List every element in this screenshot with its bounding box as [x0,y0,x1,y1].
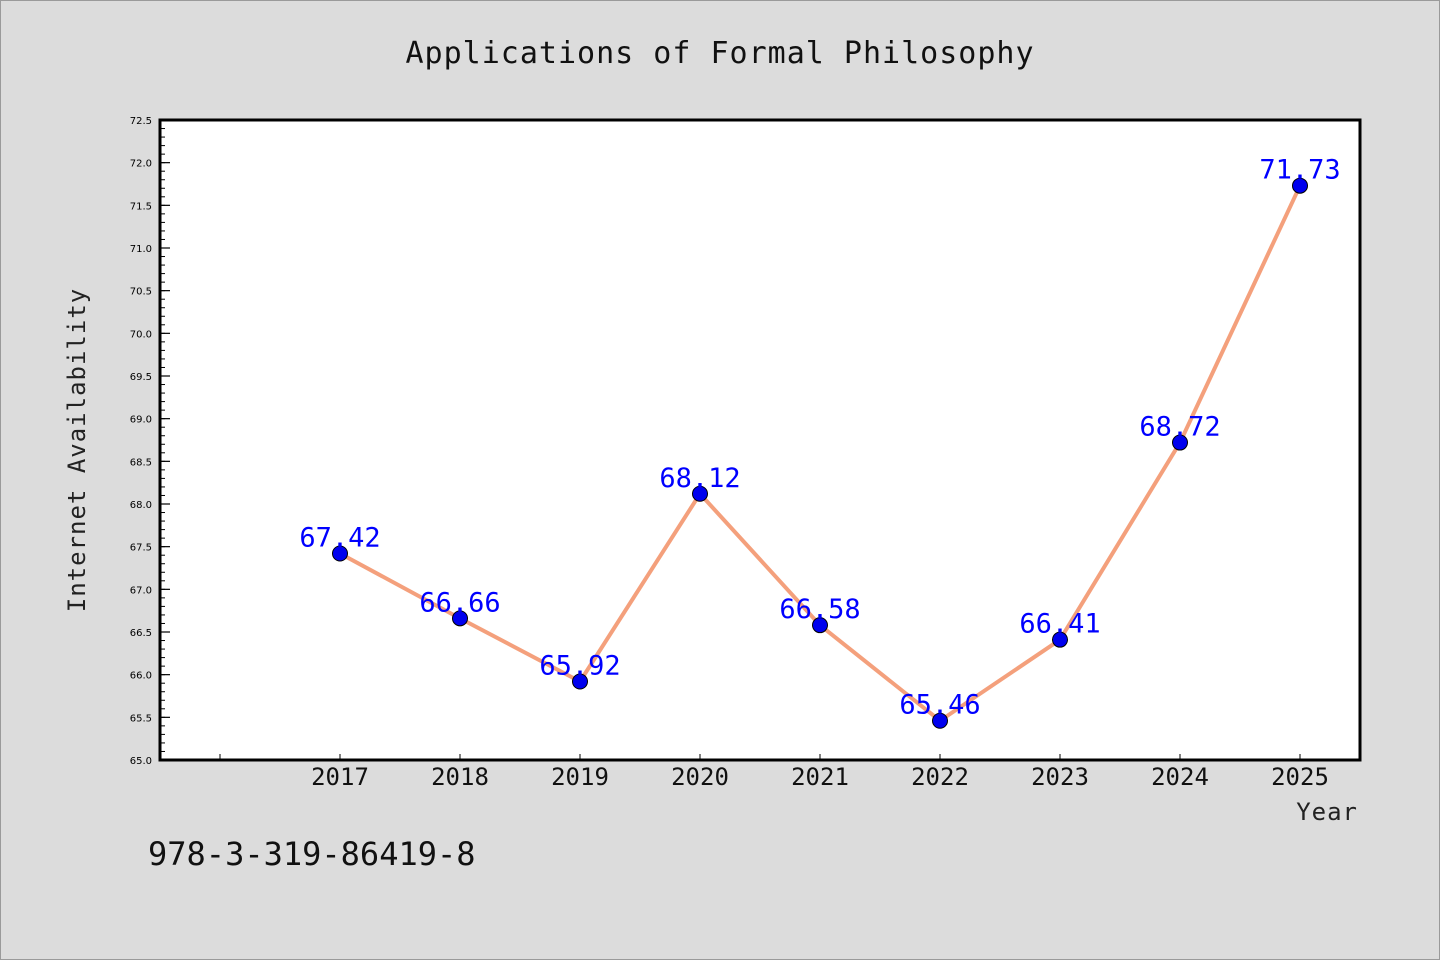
y-tick-label: 71.0 [130,244,152,255]
plot-area [160,120,1360,760]
data-point [932,712,948,729]
x-tick-label: 2025 [1271,763,1329,791]
isbn-annotation: 978-3-319-86419-8 [148,835,476,873]
y-axis-label: Internet Availability [63,288,91,612]
data-point [692,485,708,502]
y-tick-label: 67.0 [130,585,152,596]
x-axis-label: Year [1296,798,1358,826]
data-point [812,617,828,634]
y-axis-ticks: 65.0 65.5 66.0 66.5 67.0 67.5 68.0 68.5 69.0 69.5… [130,116,170,767]
data-point [452,610,468,627]
data-point [332,545,348,562]
y-tick-label: 68.0 [130,500,152,511]
x-tick-label: 2017 [311,763,369,791]
y-tick-label: 72.0 [130,159,152,170]
data-label: 66.41 [1019,609,1100,640]
y-tick-label: 70.5 [130,287,152,298]
data-label: 65.46 [899,690,980,721]
data-label: 67.42 [299,522,380,553]
x-tick-label: 2021 [791,763,849,791]
x-tick-label: 2022 [911,763,969,791]
chart-title: Applications of Formal Philosophy [405,36,1034,71]
y-tick-label: 65.5 [130,713,152,724]
y-tick-label: 66.5 [130,628,152,639]
data-label: 66.66 [419,587,500,618]
series-markers [332,177,1308,729]
y-tick-label: 66.0 [130,671,152,682]
y-tick-label: 70.0 [130,329,152,340]
x-tick-label: 2019 [551,763,609,791]
data-label: 71.73 [1259,155,1340,186]
x-tick-label: 2024 [1151,763,1209,791]
data-point [1052,631,1068,648]
y-tick-label: 69.5 [130,372,152,383]
y-tick-label: 65.0 [130,756,152,767]
y-tick-label: 67.5 [130,543,152,554]
data-point [1292,177,1308,194]
x-axis-ticks: 2017 2018 2019 2020 2021 2022 2023 2024 2025 [219,754,1329,791]
x-tick-label: 2018 [431,763,489,791]
data-point [1172,434,1188,451]
y-tick-label: 69.0 [130,415,152,426]
plot-border [158,118,1362,762]
data-point [572,673,588,690]
y-tick-label: 72.5 [130,116,152,127]
data-label: 66.58 [779,594,860,625]
data-label: 65.92 [539,650,620,681]
data-label: 68.72 [1139,412,1220,443]
y-tick-label: 68.5 [130,457,152,468]
data-labels: 67.42 66.66 65.92 68.12 66.58 65.46 66.41 68.72… [299,155,1340,721]
x-tick-label: 2023 [1031,763,1089,791]
y-tick-label: 71.5 [130,201,152,212]
x-tick-label: 2020 [671,763,729,791]
data-label: 68.12 [659,463,740,494]
